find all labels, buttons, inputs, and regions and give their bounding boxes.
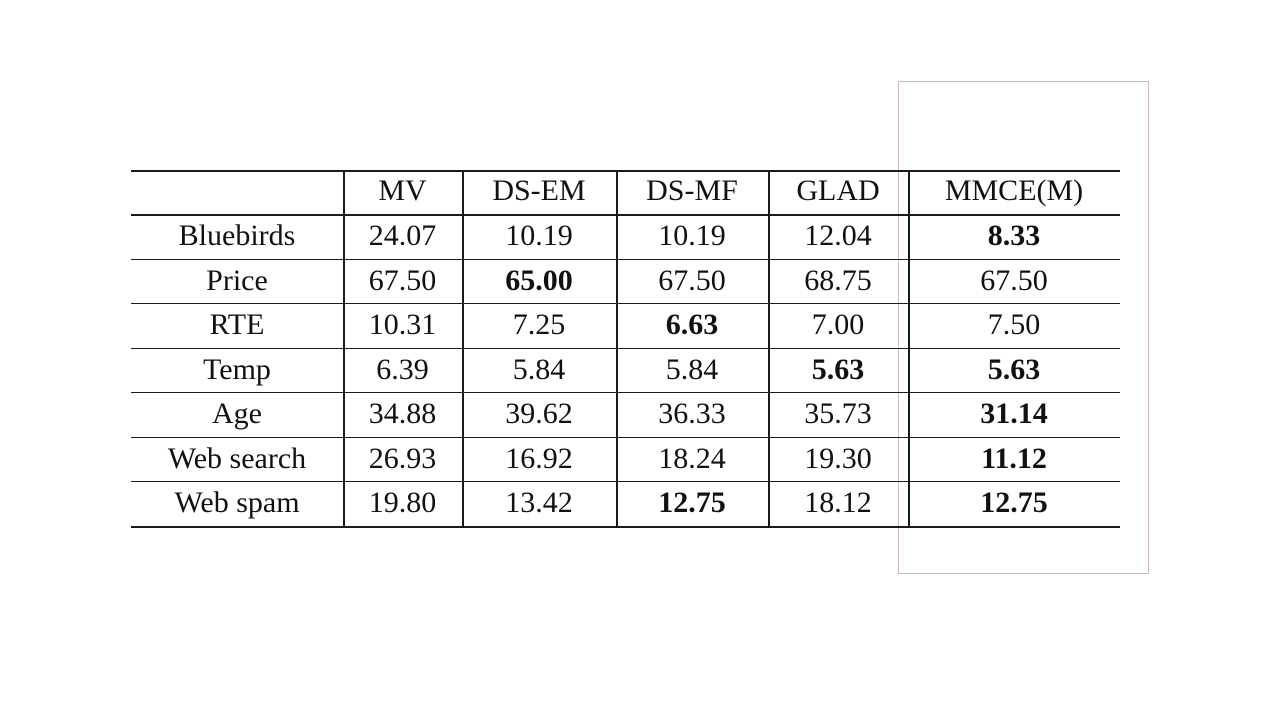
row-label: RTE — [209, 308, 265, 341]
column-header: MV — [378, 174, 427, 207]
table-cell: 19.30 — [804, 441, 872, 475]
column-separator — [908, 170, 910, 526]
column-header: MMCE(M) — [944, 174, 1084, 207]
table-cell: 7.25 — [512, 308, 566, 341]
table-cell: 5.63 — [987, 352, 1041, 386]
table-cell: 18.12 — [804, 486, 872, 519]
rule — [131, 303, 1120, 304]
row-label: Price — [206, 263, 268, 297]
rule — [131, 347, 1120, 349]
table-cell: 10.19 — [658, 219, 726, 252]
row-label: Web spam — [174, 486, 300, 519]
table-cell: 68.75 — [804, 263, 872, 297]
table-cell: 5.84 — [512, 352, 566, 386]
column-header: GLAD — [796, 174, 880, 207]
table-cell: 12.04 — [804, 219, 872, 252]
table-cell: 35.73 — [804, 397, 872, 430]
table-cell: 39.62 — [505, 397, 573, 430]
table-cell: 67.50 — [658, 263, 726, 297]
table-cell: 16.92 — [505, 441, 573, 475]
column-header: DS-MF — [646, 174, 738, 207]
table-cell: 5.63 — [811, 352, 865, 386]
table-cell: 12.75 — [980, 486, 1048, 519]
highlight-box — [898, 81, 1149, 574]
column-separator — [462, 170, 464, 526]
table-cell: 6.39 — [376, 352, 429, 386]
table-cell: 6.63 — [665, 308, 719, 341]
rule — [131, 170, 1120, 172]
table-cell: 13.42 — [505, 486, 573, 519]
column-header: DS-EM — [492, 174, 586, 207]
row-label: Web search — [167, 441, 307, 475]
table-cell: 36.33 — [658, 397, 726, 430]
table-cell: 7.00 — [811, 308, 865, 341]
column-separator — [616, 170, 618, 526]
column-separator — [343, 170, 345, 526]
table-cell: 10.19 — [505, 219, 573, 252]
table-cell: 65.00 — [505, 263, 573, 297]
row-label: Bluebirds — [178, 219, 296, 252]
table-cell: 10.31 — [368, 308, 437, 341]
table-cell: 31.14 — [980, 397, 1048, 430]
rule — [131, 214, 1120, 216]
rule — [131, 258, 1120, 260]
table-cell: 24.07 — [368, 219, 437, 252]
table-cell: 12.75 — [658, 486, 726, 519]
row-label: Temp — [203, 352, 271, 386]
rule — [131, 481, 1120, 482]
rule — [131, 525, 1120, 528]
table-cell: 11.12 — [981, 441, 1047, 475]
table-cell: 26.93 — [368, 441, 437, 475]
rule — [131, 436, 1120, 438]
table-cell: 8.33 — [987, 219, 1041, 252]
table-cell: 67.50 — [980, 263, 1048, 297]
column-separator — [768, 170, 770, 526]
table-cell: 18.24 — [658, 441, 726, 475]
table-cell: 34.88 — [368, 397, 437, 430]
table-cell: 5.84 — [665, 352, 719, 386]
rule — [131, 392, 1120, 393]
table-cell: 67.50 — [368, 263, 437, 297]
row-label: Age — [212, 397, 262, 430]
table-cell: 19.80 — [368, 486, 437, 519]
table-cell: 7.50 — [987, 308, 1041, 341]
